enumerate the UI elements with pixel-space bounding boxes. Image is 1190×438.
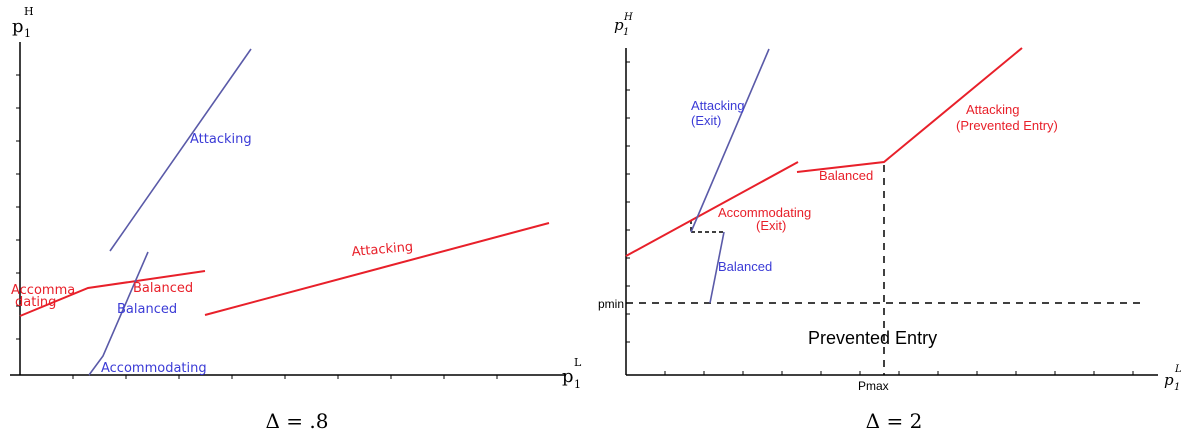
right-label-red-attacking-2: (Prevented Entry) bbox=[956, 118, 1058, 133]
right-label-prevented-entry: Prevented Entry bbox=[808, 328, 937, 348]
right-y-axis-label: p H 1 bbox=[614, 12, 633, 38]
left-label-red-balanced: Balanced bbox=[133, 281, 193, 296]
left-y-label-main: p bbox=[12, 16, 24, 37]
right-y-label-main: p bbox=[614, 16, 624, 34]
right-x-ticks bbox=[664, 371, 1134, 375]
right-red-accommodating-line bbox=[625, 161, 799, 257]
right-x-label-main: p bbox=[1164, 371, 1174, 389]
left-y-ticks bbox=[16, 74, 20, 340]
left-x-label-sub: 1 bbox=[574, 378, 581, 391]
left-label-red-accommodating-2: dating bbox=[15, 295, 56, 310]
left-x-ticks bbox=[72, 375, 498, 379]
left-red-attacking-line bbox=[204, 222, 550, 316]
right-label-blue-balanced: Balanced bbox=[718, 259, 772, 274]
right-y-label-sup: H bbox=[623, 12, 633, 23]
right-x-axis-label: p L 1 bbox=[1164, 364, 1182, 393]
right-label-red-accommodating-1: Accommodating bbox=[718, 205, 811, 220]
left-blue-attacking-line bbox=[109, 48, 252, 252]
left-x-label-main: p bbox=[562, 366, 574, 387]
right-label-pmax: Pmax bbox=[858, 379, 889, 393]
left-y-axis-label: p H 1 bbox=[12, 5, 34, 40]
right-label-red-balanced: Balanced bbox=[819, 168, 873, 183]
left-label-blue-attacking: Attacking bbox=[190, 132, 252, 147]
right-label-red-attacking-1: Attacking bbox=[966, 102, 1019, 117]
left-caption: Δ = .8 bbox=[266, 409, 329, 433]
right-blue-attacking-line bbox=[690, 48, 770, 233]
right-label-red-accommodating-2: (Exit) bbox=[756, 218, 786, 233]
left-blue-balanced-accommodating-curve bbox=[88, 251, 149, 376]
right-red-balanced-attacking-curve bbox=[796, 47, 1023, 173]
left-y-label-sup: H bbox=[24, 5, 34, 18]
right-x-label-sup: L bbox=[1174, 364, 1182, 375]
right-panel: p H 1 p L 1 Attacking (Exit) Attacking (… bbox=[598, 12, 1182, 433]
left-x-label-sup: L bbox=[574, 356, 582, 369]
left-panel: p H 1 p L 1 Attacking Attacking Accomma … bbox=[10, 5, 582, 433]
right-label-pmin: pmin bbox=[598, 297, 624, 311]
right-x-label-sub: 1 bbox=[1174, 382, 1180, 393]
left-label-blue-balanced: Balanced bbox=[117, 302, 177, 317]
right-label-blue-attacking-1: Attacking bbox=[691, 98, 744, 113]
left-label-red-accommodating-1: Accomma bbox=[11, 283, 75, 298]
right-blue-balanced-line bbox=[709, 231, 725, 304]
right-caption: Δ = 2 bbox=[866, 409, 923, 433]
left-x-axis-label: p L 1 bbox=[562, 356, 582, 391]
left-y-label-sub: 1 bbox=[24, 27, 31, 40]
right-y-label-sub: 1 bbox=[623, 27, 629, 38]
right-label-blue-attacking-2: (Exit) bbox=[691, 113, 721, 128]
left-label-red-attacking: Attacking bbox=[351, 240, 414, 260]
left-label-blue-accommodating: Accommodating bbox=[101, 361, 207, 376]
left-red-accommodating-balanced-curve bbox=[19, 270, 206, 317]
right-y-ticks bbox=[626, 61, 630, 343]
